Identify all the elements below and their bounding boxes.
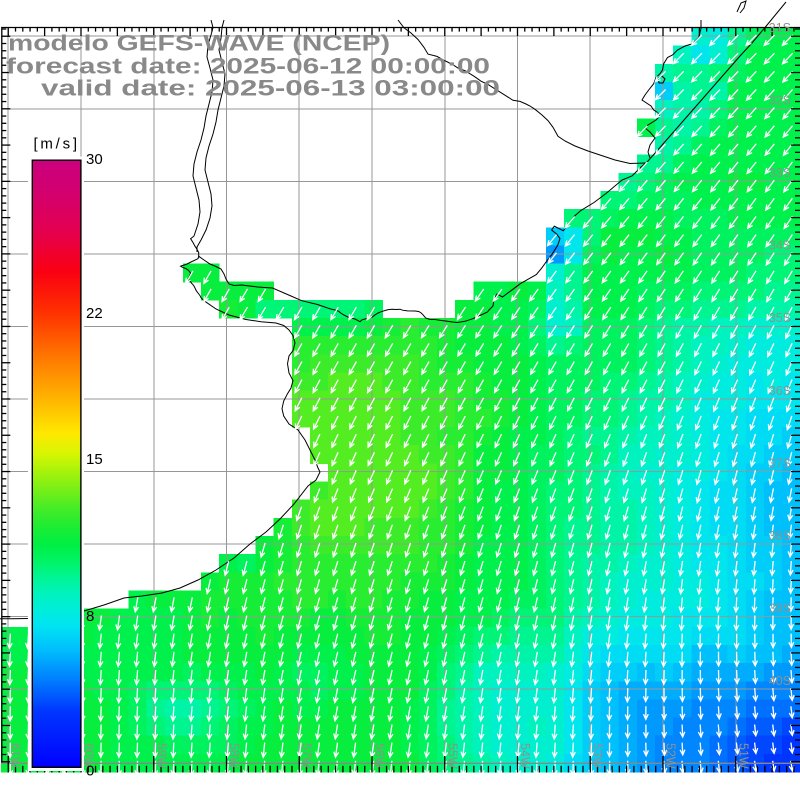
svg-text:30: 30 <box>86 151 103 168</box>
svg-text:31S: 31S <box>769 21 791 35</box>
svg-text:valid date: 2025-06-13 03:00:0: valid date: 2025-06-13 03:00:00 <box>41 76 500 101</box>
svg-text:54W: 54W <box>518 743 532 769</box>
svg-text:33S: 33S <box>769 166 791 180</box>
svg-text:57W: 57W <box>300 743 314 769</box>
svg-text:forecast date: 2025-06-12 00:0: forecast date: 2025-06-12 00:00:00 <box>6 53 490 78</box>
svg-text:[m/s]: [m/s] <box>34 136 78 153</box>
svg-text:53W: 53W <box>591 743 605 769</box>
svg-text:38S: 38S <box>769 529 791 543</box>
svg-text:51W: 51W <box>736 743 750 769</box>
svg-text:36S: 36S <box>769 384 791 398</box>
svg-text:52W: 52W <box>664 743 678 769</box>
svg-text:35S: 35S <box>769 311 791 325</box>
svg-text:55W: 55W <box>445 743 459 769</box>
svg-text:61W: 61W <box>9 743 23 769</box>
svg-text:39S: 39S <box>769 601 791 615</box>
svg-text:37S: 37S <box>769 456 791 470</box>
svg-text:15: 15 <box>86 451 103 468</box>
svg-text:59W: 59W <box>154 743 168 769</box>
svg-text:34S: 34S <box>769 239 791 253</box>
svg-text:22: 22 <box>86 305 103 322</box>
svg-text:56W: 56W <box>373 743 387 769</box>
svg-text:0: 0 <box>86 763 94 780</box>
svg-text:8: 8 <box>86 608 94 625</box>
svg-text:58W: 58W <box>227 743 241 769</box>
svg-text:60W: 60W <box>82 743 96 769</box>
svg-text:modelo GEFS-WAVE (NCEP): modelo GEFS-WAVE (NCEP) <box>8 31 390 56</box>
svg-text:40S: 40S <box>769 674 791 688</box>
svg-text:32S: 32S <box>769 94 791 108</box>
